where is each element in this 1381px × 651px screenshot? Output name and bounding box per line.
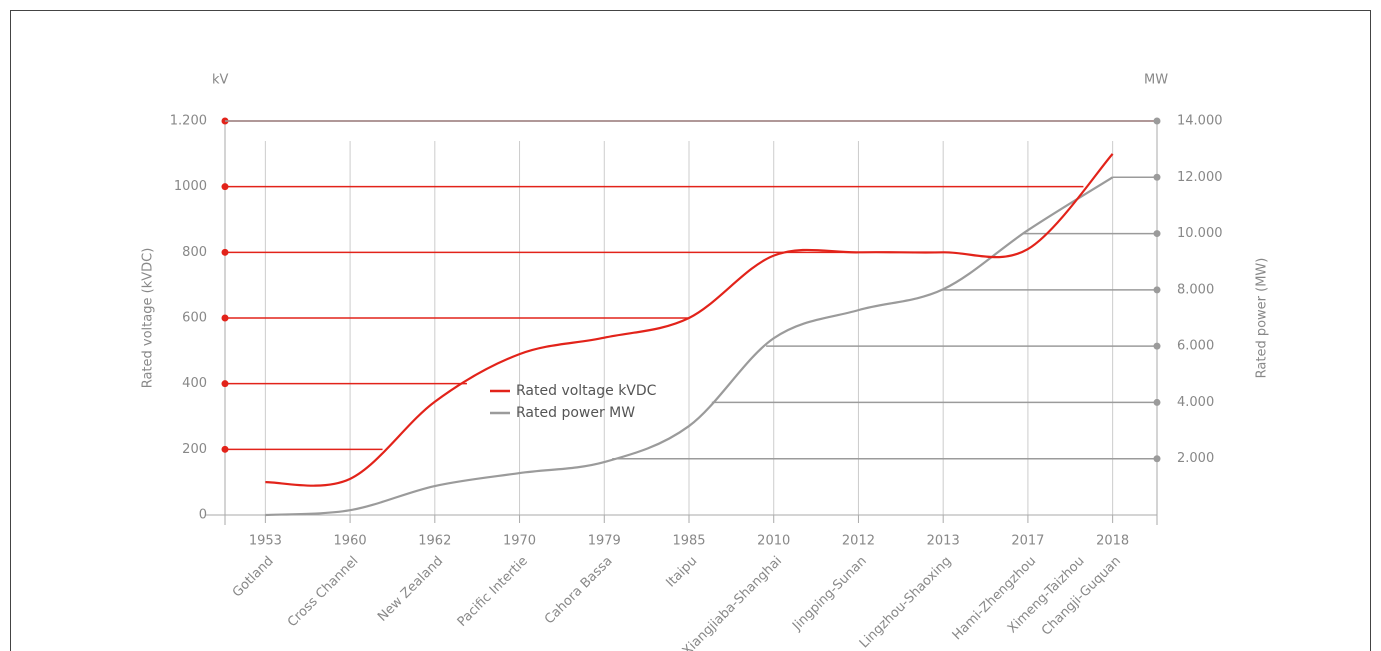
y-tick-label: 1.200	[170, 114, 207, 129]
y2-tick-label: 12.000	[1177, 170, 1223, 185]
x-tick-label: 1962	[418, 534, 451, 549]
y2-tick-label: 2.000	[1177, 451, 1214, 466]
x-tick-label: 1970	[503, 534, 536, 549]
x-tick-label: 1985	[672, 534, 705, 549]
project-label: Gotland	[230, 554, 277, 601]
y2-tick-dot	[1153, 286, 1161, 294]
y2-tick-dot	[1153, 455, 1161, 463]
y2-tick-dot	[1153, 398, 1161, 406]
y-axis-title: Rated voltage (kVDC)	[141, 248, 156, 389]
y-tick-dot	[221, 183, 229, 191]
series-line	[265, 153, 1114, 487]
y2-axis-title: Rated power (MW)	[1255, 258, 1270, 379]
project-label: Lingzhou-Shaoxing	[857, 554, 955, 651]
project-label: Cross Channel	[285, 554, 361, 630]
x-tick-label: 2012	[842, 534, 875, 549]
y2-tick-label: 10.000	[1177, 226, 1223, 241]
y2-tick-label: 6.000	[1177, 339, 1214, 354]
legend-label: Rated voltage kVDC	[516, 383, 657, 399]
x-tick-label: 2018	[1096, 534, 1129, 549]
project-label: Hami-Zhengzhou	[950, 554, 1040, 644]
y-tick-label: 200	[182, 442, 207, 457]
y-unit: kV	[212, 73, 229, 88]
series-line	[265, 176, 1114, 517]
y-tick-dot	[221, 380, 229, 388]
project-label: Pacific Intertie	[455, 554, 531, 630]
y2-unit: MW	[1144, 73, 1168, 88]
y-tick-dot	[221, 314, 229, 322]
y-tick-label: 400	[182, 376, 207, 391]
x-tick-label: 2017	[1011, 534, 1044, 549]
y2-tick-dot	[1153, 117, 1161, 125]
y2-tick-label: 4.000	[1177, 395, 1214, 410]
y2-tick-dot	[1153, 230, 1161, 238]
y-tick-label: 0	[199, 508, 207, 523]
y2-tick-label: 8.000	[1177, 282, 1214, 297]
x-tick-label: 1979	[588, 534, 621, 549]
project-label: New Zealand	[375, 554, 446, 625]
y-tick-dot	[221, 248, 229, 256]
project-label: Cahora Bassa	[542, 554, 616, 628]
y2-tick-dot	[1153, 173, 1161, 181]
y2-tick-label: 14.000	[1177, 114, 1223, 129]
project-label: Jingping-Sunan	[789, 554, 870, 635]
legend-label: Rated power MW	[516, 405, 635, 421]
y2-tick-dot	[1153, 342, 1161, 350]
frame	[10, 10, 1371, 651]
x-tick-label: 2010	[757, 534, 790, 549]
x-tick-label: 1953	[249, 534, 282, 549]
y-tick-dot	[221, 445, 229, 453]
x-tick-label: 2013	[927, 534, 960, 549]
y-tick-label: 800	[182, 245, 207, 260]
x-tick-label: 1960	[334, 534, 367, 549]
project-label: Itaipu	[664, 554, 701, 591]
y-tick-label: 600	[182, 311, 207, 326]
y-tick-label: 1000	[174, 179, 207, 194]
